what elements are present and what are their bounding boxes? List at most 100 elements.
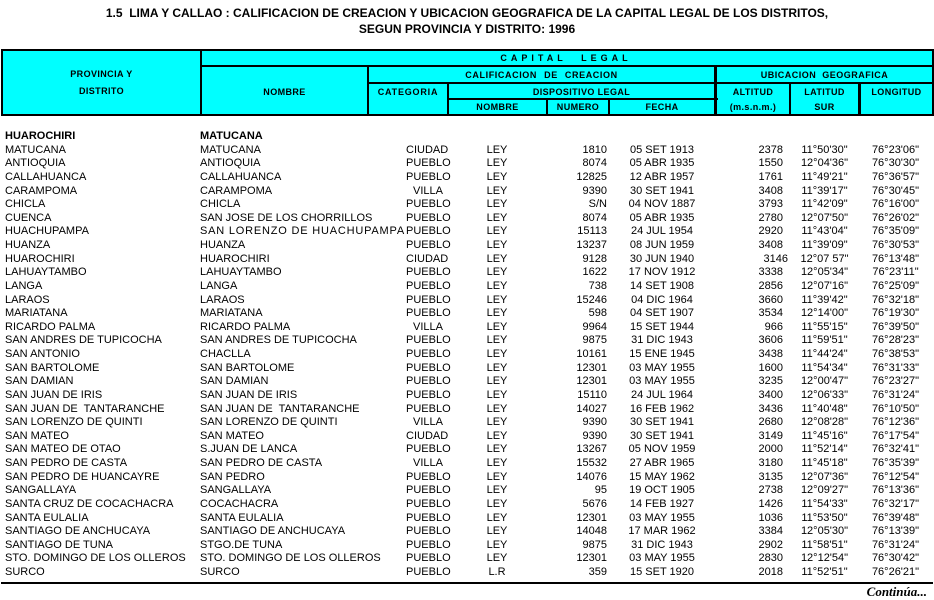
- cell-fecha: 17 NOV 1912: [628, 266, 696, 279]
- cell-longitud: 76°32'18": [871, 293, 920, 306]
- cell-dispositivo: LEY: [486, 184, 508, 197]
- cell-capital-nombre: SAN ANDRES DE TUPICOCHA: [200, 334, 357, 347]
- cell-distrito: SANGALLAYA: [5, 484, 77, 497]
- cell-numero: 15113: [577, 225, 607, 238]
- cell-longitud: 76°36'57": [871, 170, 920, 183]
- table-row: SAN MATEO SAN MATEO CIUDAD LEY 9390 30 SET 19…: [3, 430, 932, 444]
- cell-longitud: 76°23'11": [872, 266, 919, 279]
- cell-longitud: 76°23'27": [871, 375, 920, 388]
- cell-categoria: PUEBLO: [406, 293, 451, 306]
- cell-latitud: 12°07'36": [800, 470, 849, 483]
- cell-altitud: 2680: [758, 416, 783, 429]
- cell-distrito: SAN PEDRO DE CASTA: [5, 457, 128, 469]
- cell-distrito: SAN MATEO DE OTAO: [5, 443, 121, 456]
- cell-latitud: 12°08'28": [800, 416, 849, 429]
- table-row: CUENCA SAN JOSE DE LOS CHORRILLOS PUEBLO LE…: [3, 212, 932, 226]
- cell-distrito: MATUCANA: [5, 143, 66, 156]
- cell-altitud: 2018: [758, 566, 783, 578]
- cell-dispositivo: LEY: [486, 457, 508, 469]
- cell-numero: 14027: [576, 402, 607, 415]
- cell-numero: 1810: [582, 143, 607, 156]
- cell-categoria: PUEBLO: [406, 375, 451, 388]
- cell-capital-nombre: SAN PEDRO: [200, 470, 265, 483]
- cell-categoria: PUEBLO: [406, 279, 451, 292]
- table-row: SAN LORENZO DE QUINTI SAN LORENZO DE QUIN…: [3, 416, 932, 430]
- table-row: MATUCANA MATUCANA CIUDAD LEY 1810 05 SET 1913…: [3, 144, 932, 158]
- cell-distrito: SANTA EULALIA: [5, 511, 89, 524]
- cell-altitud: 2856: [758, 279, 783, 292]
- cell-fecha: 30 JUN 1940: [629, 252, 695, 265]
- cell-altitud: 2830: [758, 552, 783, 565]
- cell-distrito: HUAROCHIRI: [5, 252, 75, 265]
- cell-numero: 15246: [576, 293, 607, 306]
- cell-categoria: PUEBLO: [406, 211, 451, 224]
- cell-fecha: 30 SET 1941: [629, 184, 694, 197]
- cell-latitud: 11°40'48": [801, 402, 848, 415]
- header-longitud: LONGITUD: [871, 87, 922, 97]
- cell-altitud: 3149: [758, 429, 783, 442]
- cell-distrito: CHICLA: [5, 198, 46, 211]
- cell-latitud: 11°53'50": [801, 511, 848, 524]
- cell-dispositivo: LEY: [486, 348, 508, 360]
- header-altitud-unit: (m.s.n.m.): [729, 102, 777, 112]
- header-provincia-line1: PROVINCIA Y: [70, 68, 133, 79]
- header-altitud: ALTITUD: [732, 87, 774, 97]
- cell-altitud: 3660: [758, 293, 783, 306]
- cell-categoria: PUEBLO: [406, 334, 451, 347]
- cell-longitud: 76°17'54": [871, 429, 920, 442]
- cell-categoria: PUEBLO: [406, 484, 451, 497]
- cell-longitud: 76°38'53": [871, 348, 920, 360]
- cell-altitud: 2378: [758, 143, 783, 156]
- cell-distrito: SANTA CRUZ DE COCACHACRA: [5, 497, 174, 510]
- cell-distrito: SAN DAMIAN: [5, 375, 74, 388]
- cell-capital-nombre: RICARDO PALMA: [200, 320, 291, 333]
- cell-capital-nombre: LANGA: [200, 279, 238, 292]
- cell-altitud: 3408: [758, 184, 783, 197]
- cell-dispositivo: LEY: [486, 552, 508, 565]
- cell-capital-nombre: SAN LORENZO DE QUINTI: [200, 416, 338, 429]
- cell-altitud: 3438: [758, 348, 783, 360]
- cell-fecha: 17 MAR 1962: [628, 525, 696, 538]
- grid-line-altitud-latitud: [789, 84, 791, 114]
- table-row: SANTA CRUZ DE COCACHACRA COCACHACRA PUEBLO…: [3, 498, 932, 512]
- header-nombre: NOMBRE: [263, 87, 306, 97]
- cell-longitud: 76°12'54": [871, 470, 920, 483]
- cell-numero: 598: [588, 307, 607, 320]
- cell-distrito: SAN MATEO: [5, 429, 69, 442]
- cell-altitud: 1036: [758, 511, 783, 524]
- cell-fecha: 31 DIC 1943: [631, 334, 693, 347]
- cell-capital-nombre: SAN DAMIAN: [200, 375, 269, 388]
- cell-dispositivo: LEY: [486, 334, 508, 347]
- cell-distrito: SAN BARTOLOME: [5, 361, 100, 374]
- cell-dispositivo: LEY: [486, 443, 508, 456]
- cell-capital-nombre: SAN PEDRO DE CASTA: [200, 457, 323, 469]
- cell-capital-nombre: COCACHACRA: [200, 497, 279, 510]
- cell-numero: 9128: [582, 252, 607, 265]
- cell-latitud: 11°45'18": [801, 457, 848, 469]
- table-row: SAN PEDRO DE HUANCAYRE SAN PEDRO PUEBLO LEY…: [3, 471, 932, 485]
- cell-dispositivo: L.R: [488, 566, 506, 578]
- cell-dispositivo: LEY: [486, 402, 508, 415]
- cell-altitud: 3400: [758, 388, 783, 401]
- cell-longitud: 76°30'42": [871, 552, 920, 565]
- cell-altitud: 1761: [758, 170, 783, 183]
- cell-fecha: 03 MAY 1955: [629, 361, 695, 374]
- cell-capital-nombre: LARAOS: [200, 293, 245, 306]
- cell-longitud: 76°32'17": [871, 497, 920, 510]
- table-row: SURCO SURCO PUEBLO L.R 359 15 SET 1920 2018 11°…: [3, 566, 932, 580]
- table-row: SAN BARTOLOME SAN BARTOLOME PUEBLO LEY 12301…: [3, 362, 932, 376]
- cell-distrito: SAN ANDRES DE TUPICOCHA: [5, 334, 162, 347]
- cell-fecha: 03 MAY 1955: [629, 375, 695, 388]
- cell-altitud: 3135: [758, 470, 783, 483]
- cell-distrito: SANTIAGO DE ANCHUCAYA: [5, 525, 151, 538]
- cell-numero: 359: [588, 566, 607, 578]
- cell-distrito: RICARDO PALMA: [5, 320, 96, 333]
- cell-fecha: 04 DIC 1964: [631, 293, 693, 306]
- header-latitud-sur: SUR: [814, 102, 835, 112]
- cell-dispositivo: LEY: [486, 252, 508, 265]
- cell-altitud: 3606: [758, 334, 783, 347]
- province-group-row: HUAROCHIRI MATUCANA: [3, 130, 932, 144]
- cell-longitud: 76°32'41": [871, 443, 920, 456]
- cell-fecha: 15 MAY 1962: [629, 470, 695, 483]
- cell-capital-nombre: CALLAHUANCA: [200, 170, 282, 183]
